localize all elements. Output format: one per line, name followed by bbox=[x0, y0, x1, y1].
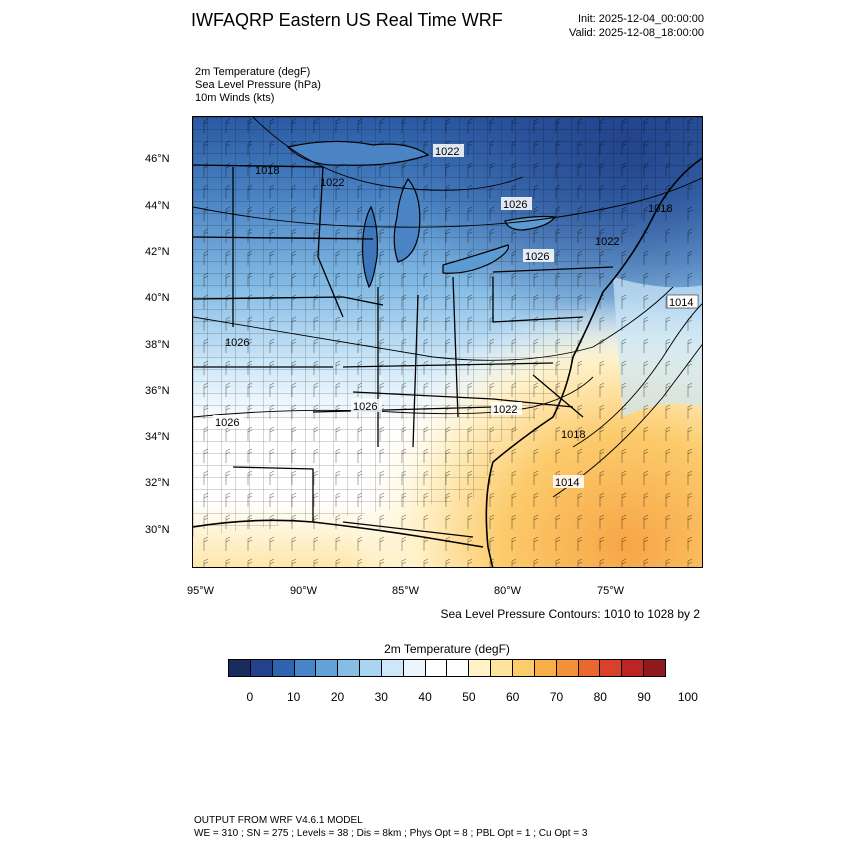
colorbar-swatch bbox=[600, 660, 623, 676]
colorbar-swatch bbox=[250, 660, 273, 676]
colorbar-swatch bbox=[229, 660, 251, 676]
lat-tick-label: 46°N bbox=[145, 153, 170, 165]
valid-time: Valid: 2025-12-08_18:00:00 bbox=[569, 27, 704, 39]
colorbar-label: 0 bbox=[246, 690, 254, 704]
isobar-label: 1026 bbox=[501, 197, 532, 211]
svg-text:1026: 1026 bbox=[503, 199, 527, 211]
colorbar-label: 70 bbox=[549, 690, 564, 704]
colorbar-label: 80 bbox=[593, 690, 607, 704]
colorbar-label: 60 bbox=[506, 690, 520, 704]
lon-tick-label: 75°W bbox=[597, 585, 625, 597]
init-time: Init: 2025-12-04_00:00:00 bbox=[578, 13, 704, 25]
lon-tick-label: 95°W bbox=[187, 585, 215, 597]
svg-text:1018: 1018 bbox=[255, 165, 279, 177]
colorbar-swatch bbox=[294, 660, 317, 676]
map-panel: 1022 1018 1022 1026 1018 1022 1026 1014 … bbox=[192, 116, 703, 568]
colorbar-swatch bbox=[534, 660, 557, 676]
colorbar-swatch bbox=[316, 660, 339, 676]
svg-text:1022: 1022 bbox=[595, 236, 619, 248]
lon-tick-label: 80°W bbox=[494, 585, 522, 597]
colorbar bbox=[228, 659, 666, 677]
isobar-label: 1026 bbox=[351, 399, 382, 413]
isobar-label: 1026 bbox=[225, 337, 249, 349]
colorbar-swatch bbox=[469, 660, 492, 676]
isobar-label: 1018 bbox=[255, 165, 279, 177]
lat-tick-label: 44°N bbox=[145, 200, 170, 212]
isobar-label: 1014 bbox=[666, 294, 699, 309]
field-label-temperature: 2m Temperature (degF) bbox=[195, 66, 311, 78]
isobar-label: 1018 bbox=[648, 203, 672, 215]
contour-note: Sea Level Pressure Contours: 1010 to 102… bbox=[440, 607, 701, 621]
lon-tick-label: 90°W bbox=[290, 585, 318, 597]
colorbar-swatch bbox=[425, 660, 448, 676]
colorbar-label: 10 bbox=[287, 690, 301, 704]
lat-tick-label: 34°N bbox=[145, 431, 170, 443]
lat-tick-label: 36°N bbox=[145, 385, 170, 397]
svg-text:1026: 1026 bbox=[525, 251, 549, 263]
svg-text:1018: 1018 bbox=[561, 429, 585, 441]
colorbar-swatch bbox=[644, 660, 665, 676]
isobar-label: 1022 bbox=[491, 402, 522, 416]
colorbar-swatch bbox=[578, 660, 601, 676]
svg-text:1022: 1022 bbox=[493, 404, 517, 416]
colorbar-label: 30 bbox=[374, 690, 388, 704]
lat-tick-label: 30°N bbox=[145, 524, 170, 536]
isobar-label: 1022 bbox=[433, 144, 464, 158]
footer-config: WE = 310 ; SN = 275 ; Levels = 38 ; Dis … bbox=[194, 828, 588, 839]
colorbar-label: 100 bbox=[677, 690, 698, 704]
isobar-label: 1026 bbox=[523, 249, 554, 263]
colorbar-swatch bbox=[556, 660, 579, 676]
lon-tick-label: 85°W bbox=[392, 585, 420, 597]
colorbar-label: 50 bbox=[462, 690, 476, 704]
svg-text:1014: 1014 bbox=[555, 477, 579, 489]
colorbar-label: 40 bbox=[418, 690, 432, 704]
colorbar-label: 90 bbox=[637, 690, 651, 704]
svg-text:1014: 1014 bbox=[669, 297, 693, 309]
temperature-map: 1022 1018 1022 1026 1018 1022 1026 1014 … bbox=[193, 117, 702, 567]
svg-text:1026: 1026 bbox=[353, 401, 377, 413]
colorbar-swatch bbox=[491, 660, 513, 676]
colorbar-swatch bbox=[447, 660, 470, 676]
isobar-label: 1022 bbox=[595, 236, 619, 248]
isobar-label: 1014 bbox=[553, 475, 584, 489]
lat-tick-label: 38°N bbox=[145, 339, 170, 351]
lat-tick-label: 40°N bbox=[145, 292, 170, 304]
lat-tick-label: 42°N bbox=[145, 246, 170, 258]
isobar-label: 1018 bbox=[561, 429, 585, 441]
colorbar-swatch bbox=[272, 660, 295, 676]
svg-text:1022: 1022 bbox=[435, 146, 459, 158]
svg-text:1018: 1018 bbox=[648, 203, 672, 215]
colorbar-swatch bbox=[622, 660, 645, 676]
svg-text:1022: 1022 bbox=[320, 177, 344, 189]
isobar-label: 1026 bbox=[213, 415, 244, 429]
plot-title: IWFAQRP Eastern US Real Time WRF bbox=[191, 10, 503, 30]
svg-text:1026: 1026 bbox=[225, 337, 249, 349]
colorbar-swatch bbox=[512, 660, 535, 676]
field-label-winds: 10m Winds (kts) bbox=[195, 92, 275, 104]
footer-model: OUTPUT FROM WRF V4.6.1 MODEL bbox=[194, 815, 363, 826]
colorbar-label: 20 bbox=[330, 690, 345, 704]
lat-tick-label: 32°N bbox=[145, 477, 170, 489]
colorbar-swatch bbox=[381, 660, 404, 676]
colorbar-title: 2m Temperature (degF) bbox=[384, 642, 510, 656]
colorbar-swatch bbox=[403, 660, 426, 676]
colorbar-swatch bbox=[360, 660, 382, 676]
isobar-label: 1022 bbox=[320, 177, 344, 189]
field-label-pressure: Sea Level Pressure (hPa) bbox=[195, 79, 321, 91]
svg-text:1026: 1026 bbox=[215, 417, 239, 429]
colorbar-swatch bbox=[338, 660, 361, 676]
